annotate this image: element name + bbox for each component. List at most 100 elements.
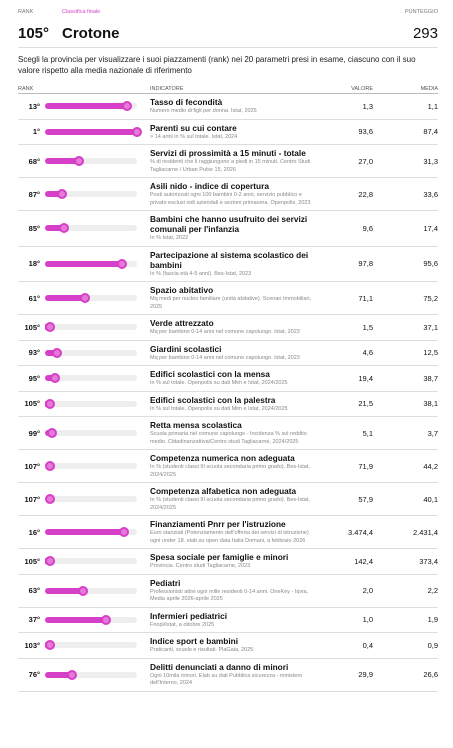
indicator-source: Fnopi/Istat, a ottobre 2025 — [150, 621, 215, 628]
indicator-row: 103° Indice sport e bambini Praticanti, sc… — [18, 633, 438, 659]
indicator: Infermieri pediatrici Fnopi/Istat, a otto… — [150, 611, 313, 630]
average: 87,4 — [423, 127, 438, 137]
rank: 68° — [28, 156, 40, 166]
description: Scegli la provincia per visualizzare i s… — [18, 55, 416, 75]
indicator-source: Posti autorizzati ogni 100 bambini 0-2 a… — [150, 192, 311, 206]
rank-label: RANK — [18, 9, 34, 15]
average: 0,9 — [427, 640, 438, 650]
rank-bar — [45, 158, 79, 164]
average: 17,4 — [423, 223, 438, 233]
indicator-title: Edifici scolastici con la palestra — [150, 394, 276, 405]
indicator: Delitti denunciati a danno di minori Ogni… — [150, 662, 313, 688]
rank: 107° — [24, 494, 40, 504]
indicator-source: Mq per bambino 0-14 anni nel comune capo… — [150, 329, 300, 335]
indicator-title: Edifici scolastici con la mensa — [150, 369, 270, 379]
overall-rank: 105° — [18, 25, 50, 42]
indicator: Giardini scolastici Mq per bambino 0-14 a… — [150, 344, 313, 363]
rank-knob — [44, 461, 55, 471]
rank: 18° — [28, 259, 40, 269]
rank-knob — [46, 428, 57, 438]
indicator-title: Spazio abitativo — [150, 285, 214, 295]
rank-bar-track — [45, 585, 137, 596]
rank-bar — [45, 103, 127, 110]
indicator-source: % di residenti che li raggiungono a pied… — [150, 159, 311, 173]
rank-bar — [45, 128, 137, 135]
indicator: Edifici scolastici con la mensa In % sul … — [150, 369, 313, 388]
indicator-row: 16° Finanziamenti Pnrr per l'istruzione Eu… — [18, 516, 438, 549]
rank-bar-track — [45, 258, 137, 269]
indicator-source: In % sul totale. Openpolis su dati Mim e… — [150, 405, 288, 412]
rank-bar-track — [45, 347, 137, 358]
indicator-title: Pediatri — [150, 577, 181, 588]
value: 4,6 — [362, 348, 373, 358]
indicator-title: Parenti su cui contare — [150, 122, 237, 133]
rank-bar — [45, 616, 106, 623]
indicator-title: Bambini che hanno usufruito dei servizi … — [150, 214, 308, 234]
indicator-source: Mq per bambino 0-14 anni nel comune capo… — [150, 354, 300, 361]
indicator-row: 105° Spesa sociale per famiglie e minori P… — [18, 549, 438, 575]
rank-knob — [78, 585, 89, 596]
rank-bar-track — [45, 156, 137, 166]
rank: 16° — [28, 527, 40, 537]
average: 33,6 — [423, 189, 438, 199]
value: 22,8 — [358, 189, 373, 199]
indicator-row: 105° Edifici scolastici con la palestra In… — [18, 392, 438, 417]
rank: 1° — [32, 127, 40, 137]
rank-knob — [44, 640, 55, 651]
rank-knob — [79, 293, 90, 303]
indicator-source: > 14 anni in % sul totale. Istat, 2024 — [150, 133, 238, 140]
indicator-row: 68° Servizi di prossimità a 15 minuti - t… — [18, 145, 438, 178]
ranking-panel: RANK Classifica finale PUNTEGGIO 105° Cr… — [18, 9, 438, 692]
indicator-row: 95° Edifici scolastici con la mensa In % s… — [18, 366, 438, 392]
col-rank: RANK — [18, 85, 34, 92]
value: 1,3 — [362, 101, 373, 111]
indicator-row: 13° Tasso di fecondità Numero medio di fig… — [18, 94, 438, 120]
indicator-title: Partecipazione al sistema scolastico dei… — [150, 249, 309, 270]
value: 2,0 — [362, 586, 373, 595]
average: 26,6 — [423, 670, 438, 679]
rank-knob — [50, 373, 61, 384]
indicator: Competenza numerica non adeguata In % (st… — [150, 453, 313, 479]
rank: 63° — [28, 586, 40, 595]
rank-knob — [117, 258, 128, 269]
rank-knob — [59, 223, 70, 234]
indicator-row: 61° Spazio abitativo Mq medi per nucleo fa… — [18, 282, 438, 315]
value: 21,5 — [358, 399, 373, 409]
rank: 105° — [24, 322, 40, 332]
province[interactable]: Crotone — [62, 25, 120, 42]
indicator: Edifici scolastici con la palestra In % s… — [150, 395, 313, 414]
rank-knob — [118, 527, 129, 537]
rank-bar-track — [45, 126, 142, 137]
average: 2.431,4 — [412, 527, 438, 537]
rank: 103° — [24, 640, 40, 650]
rank-bar-track — [44, 494, 137, 504]
indicator-source: Numero medio di figli per donna. Istat, … — [150, 108, 257, 114]
indicator-title: Spesa sociale per famiglie e minori — [150, 552, 289, 562]
rank-knob — [44, 398, 55, 409]
indicator: Indice sport e bambini Praticanti, scuole… — [150, 636, 313, 655]
rank-bar-track — [45, 189, 137, 199]
rank: 105° — [24, 556, 40, 566]
value: 19,4 — [358, 373, 373, 383]
average: 38,1 — [423, 399, 438, 409]
indicator-source: Mq medi per nucleo familiare (unità abit… — [150, 296, 312, 310]
indicator-source: Scuola primaria nel comune capoluogo - I… — [150, 431, 307, 445]
rank-bar — [45, 260, 123, 267]
average: 31,3 — [423, 156, 438, 166]
rank-bar — [45, 225, 65, 232]
indicator-row: 37° Infermieri pediatrici Fnopi/Istat, a o… — [18, 608, 438, 633]
rank: 85° — [28, 223, 40, 233]
indicator: Spazio abitativo Mq medi per nucleo famil… — [150, 285, 313, 311]
indicator: Servizi di prossimità a 15 minuti - tota… — [150, 148, 313, 174]
rank: 105° — [24, 399, 40, 409]
value: 1,0 — [362, 615, 373, 625]
rank: 76° — [28, 670, 40, 679]
indicator: Pediatri Professionisti attivi ogni mille… — [150, 578, 313, 604]
col-indicator: INDICATORE — [150, 85, 184, 92]
indicator-title: Infermieri pediatrici — [150, 610, 228, 621]
value: 5,1 — [362, 428, 373, 438]
indicator-row: 107° Competenza alfabetica non adeguata In… — [18, 483, 438, 516]
indicator-row: 18° Partecipazione al sistema scolastico … — [18, 247, 438, 282]
average: 1,1 — [427, 101, 438, 111]
indicator-source: Ogni 10mila minori. Elab su dati Pubblic… — [150, 672, 303, 687]
